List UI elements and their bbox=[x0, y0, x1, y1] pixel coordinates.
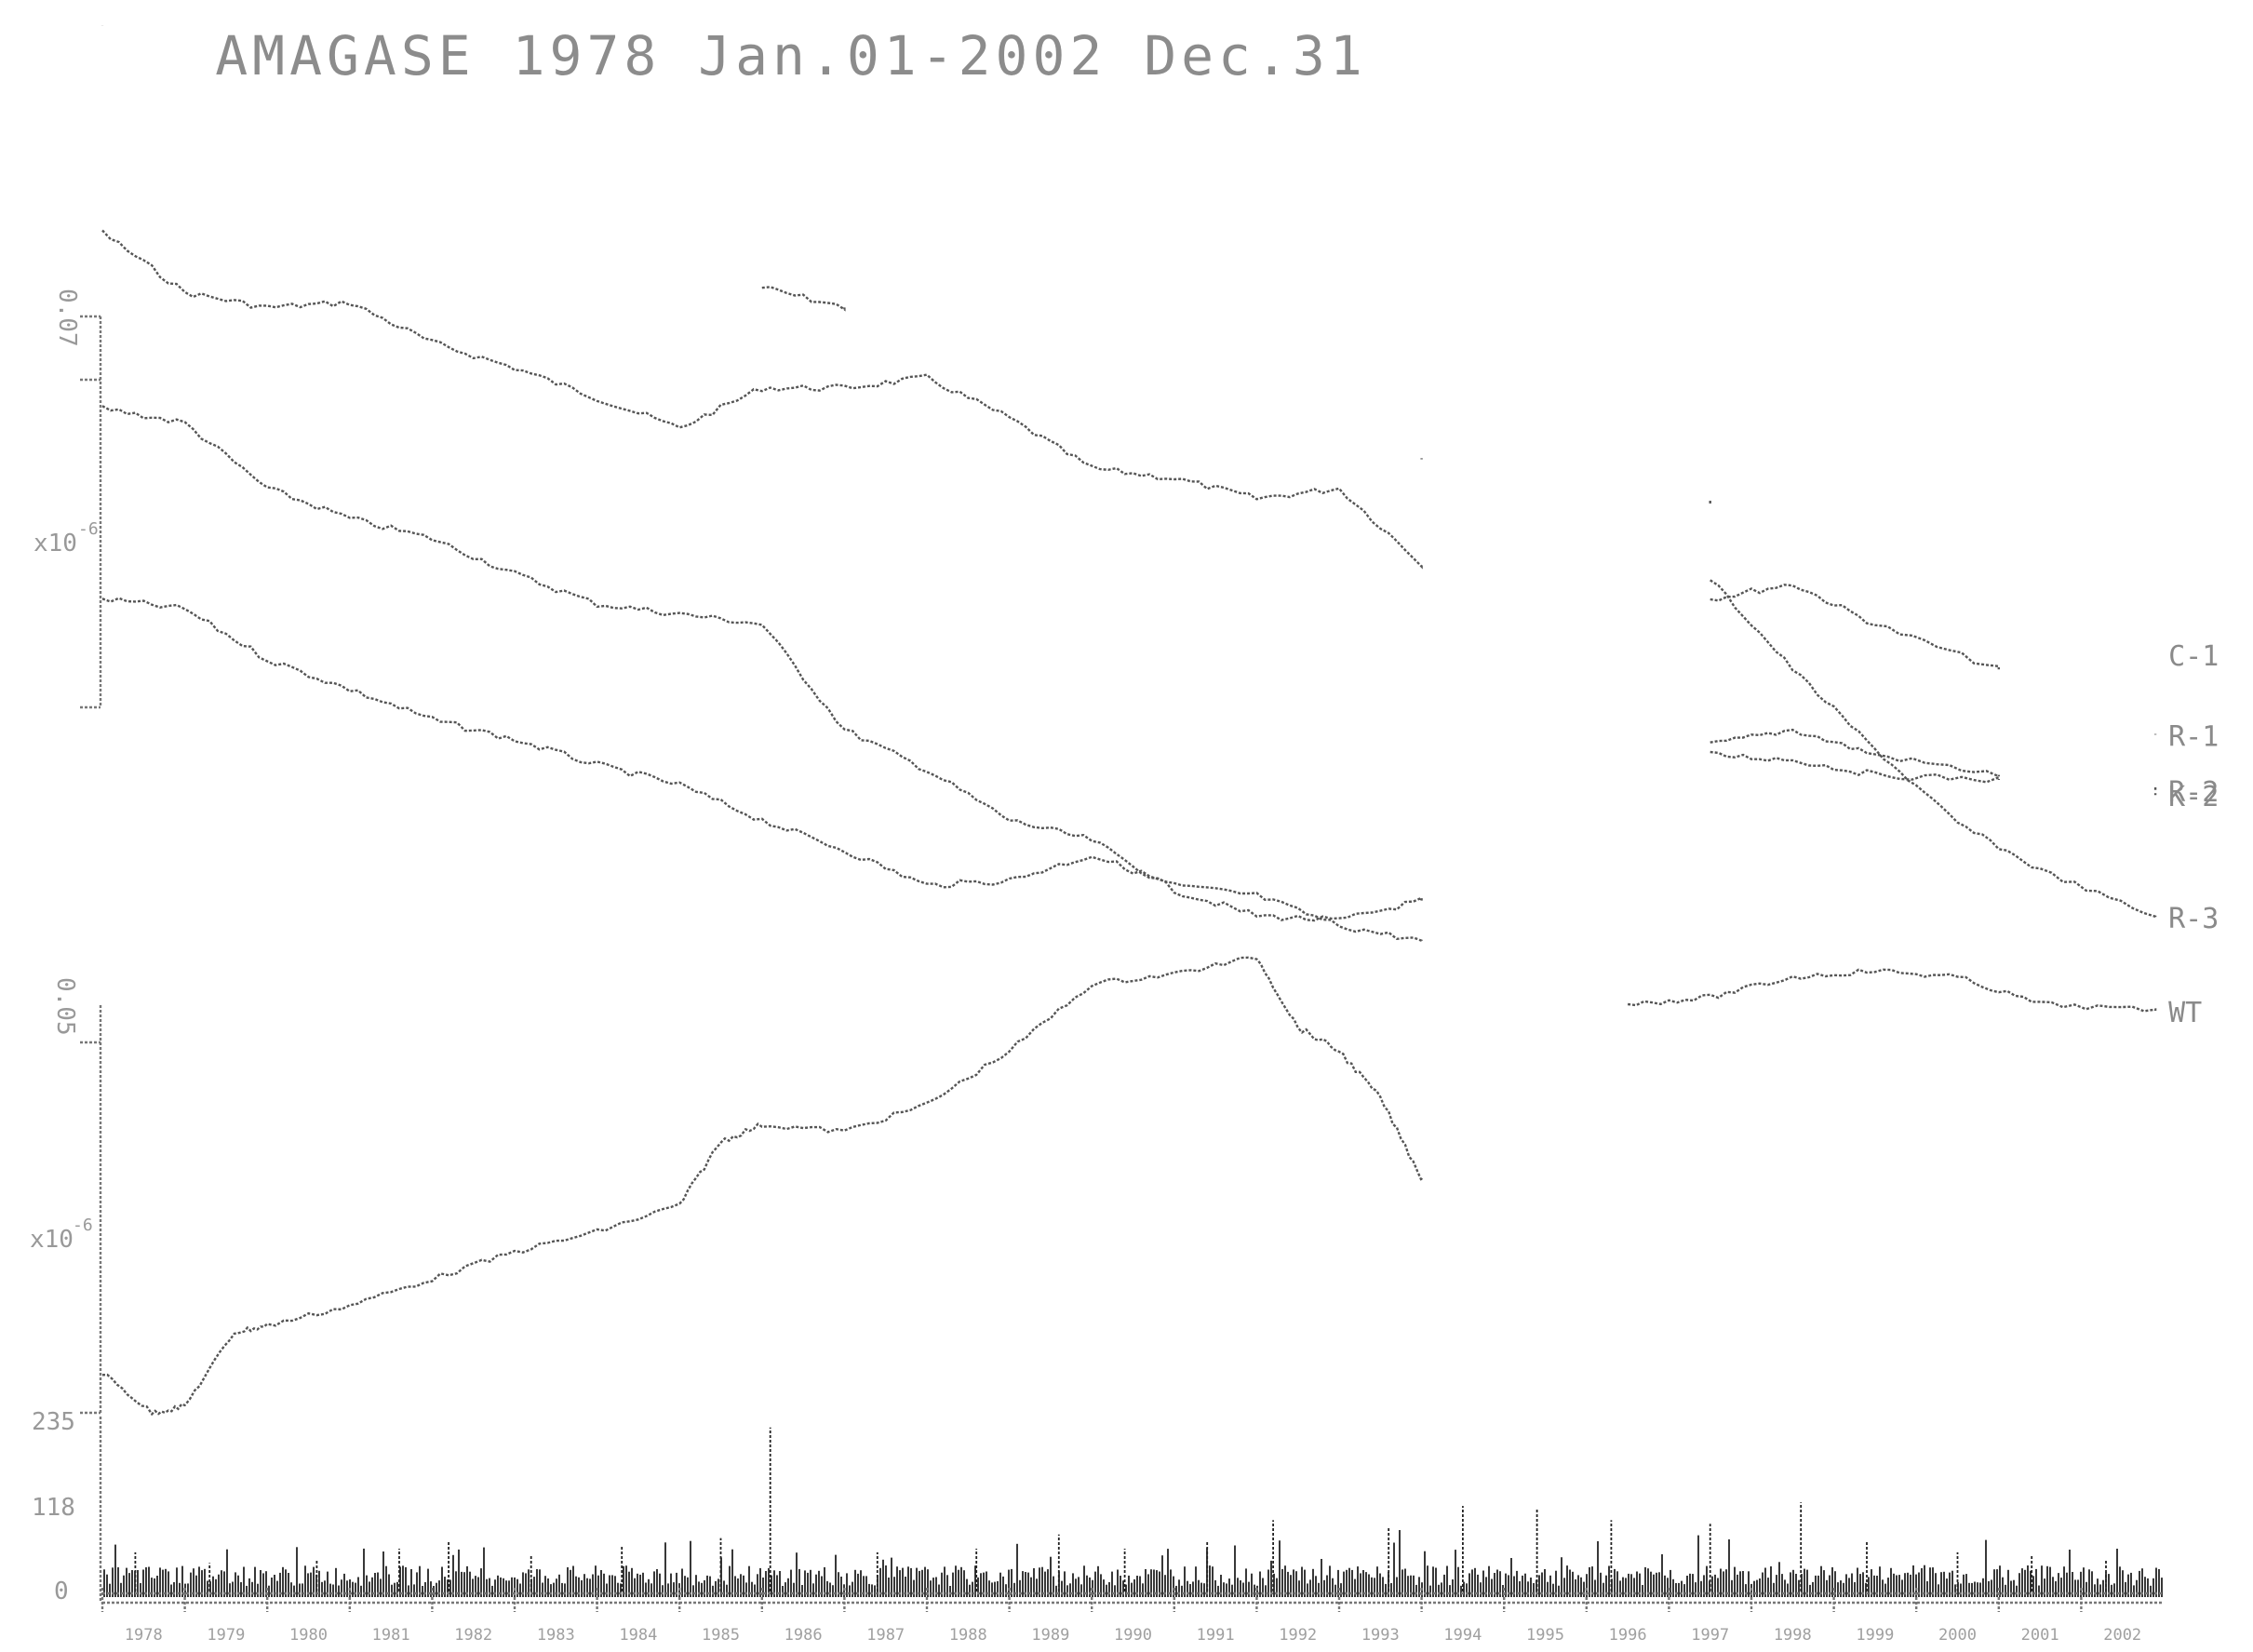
x-tick-label: 1980 bbox=[289, 1626, 328, 1645]
series-line-r-3 bbox=[1710, 579, 2157, 918]
series-label-r-1: R-1 bbox=[2168, 720, 2219, 753]
series-line-k-2 bbox=[101, 597, 2157, 942]
x-tick-label: 1988 bbox=[949, 1626, 987, 1645]
x-tick-label: 2002 bbox=[2103, 1626, 2141, 1645]
x-tick-label: 2000 bbox=[1938, 1626, 1977, 1645]
lower-scale-label: x10 bbox=[30, 1226, 74, 1254]
x-tick-label: 1990 bbox=[1114, 1626, 1152, 1645]
series-line-r-2 bbox=[101, 405, 2157, 922]
x-tick-label: 1997 bbox=[1691, 1626, 1729, 1645]
x-tick-label: 1994 bbox=[1443, 1626, 1482, 1645]
x-tick-label: 1986 bbox=[785, 1626, 823, 1645]
rain-bars-group bbox=[103, 1427, 2163, 1597]
x-tick-label: 1992 bbox=[1279, 1626, 1317, 1645]
x-tick-label: 1978 bbox=[125, 1626, 163, 1645]
lower-scale-exp-label: -6 bbox=[73, 1215, 93, 1235]
rain-axis-label-max: 235 bbox=[32, 1408, 75, 1436]
rain-axis-label-mid: 118 bbox=[32, 1494, 75, 1522]
lower-panel: 0.05 x10 -6 R-3 WT bbox=[30, 579, 2219, 1417]
x-tick-label: 1985 bbox=[702, 1626, 740, 1645]
lower-series-group: R-3 WT bbox=[101, 579, 2219, 1417]
upper-axis-top-label: 0.07 bbox=[53, 289, 81, 347]
upper-panel: 0.07 x10 -6 C-1 R-1 R-2K-2 bbox=[34, 25, 2219, 942]
x-tick-label: 1991 bbox=[1197, 1626, 1235, 1645]
x-tick-label: 1999 bbox=[1856, 1626, 1894, 1645]
rain-panel: 235 118 0 1978 1979 1980 1981 1982 1983 1984 19… bbox=[32, 1408, 2164, 1645]
x-tick-label: 1984 bbox=[619, 1626, 657, 1645]
chart-title: AMAGASE 1978 Jan.01-2002 Dec.31 bbox=[215, 24, 1367, 87]
series-label-r-3: R-3 bbox=[2168, 903, 2219, 935]
lower-axis-top-label: 0.05 bbox=[51, 977, 79, 1036]
lower-y-axis bbox=[80, 1005, 102, 1415]
series-line-c-1 bbox=[101, 25, 1711, 504]
series-label-wt: WT bbox=[2168, 997, 2202, 1029]
x-tick-label: 1987 bbox=[866, 1626, 905, 1645]
x-tick-label: 1979 bbox=[207, 1626, 245, 1645]
x-tick-label: 1989 bbox=[1031, 1626, 1069, 1645]
series-label-k-2: K-2 bbox=[2168, 781, 2219, 813]
series-label-r-2: R-2 bbox=[2168, 776, 2219, 809]
series-label-c-1: C-1 bbox=[2168, 640, 2219, 673]
x-tick-label: 1983 bbox=[537, 1626, 575, 1645]
upper-y-axis bbox=[80, 315, 102, 709]
x-axis: 1978 1979 1980 1981 1982 1983 1984 1985 1986 1987… bbox=[101, 1588, 2164, 1645]
upper-series-group: C-1 R-1 R-2K-2 bbox=[101, 25, 2219, 942]
x-tick-label: 1981 bbox=[372, 1626, 410, 1645]
x-tick-label: 1996 bbox=[1609, 1626, 1647, 1645]
x-tick-label: 1995 bbox=[1526, 1626, 1564, 1645]
x-tick-label: 1998 bbox=[1774, 1626, 1812, 1645]
upper-scale-label: x10 bbox=[34, 530, 77, 557]
x-tick-label: 1993 bbox=[1361, 1626, 1400, 1645]
x-tick-label: 2001 bbox=[2021, 1626, 2059, 1645]
series-line-wt bbox=[101, 956, 2157, 1417]
x-tick-label: 1982 bbox=[454, 1626, 492, 1645]
series-line-r-1 bbox=[101, 229, 2157, 735]
rain-axis-label-zero: 0 bbox=[54, 1578, 69, 1605]
upper-scale-exp-label: -6 bbox=[78, 519, 99, 539]
